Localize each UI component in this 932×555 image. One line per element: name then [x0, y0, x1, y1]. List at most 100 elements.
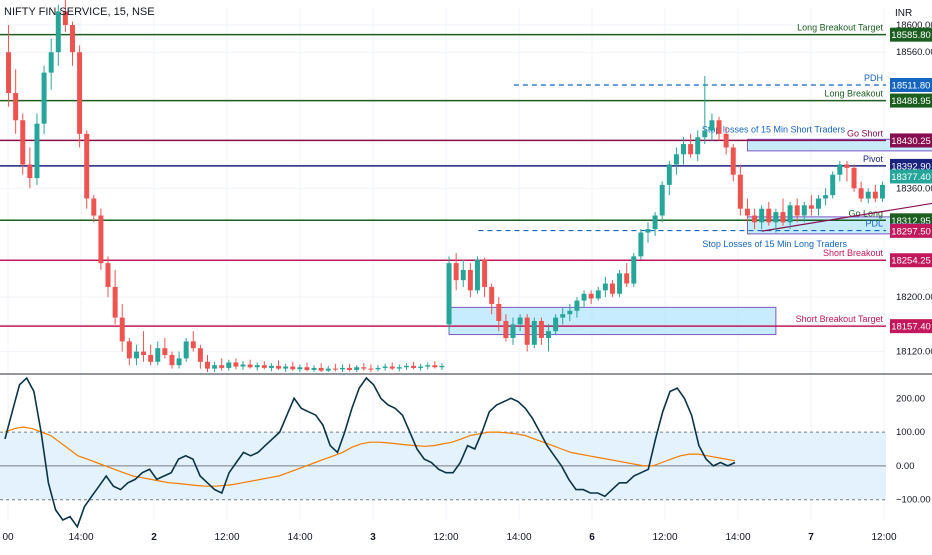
candle-body [261, 365, 267, 368]
y-tick-label: 18600.00 [896, 20, 932, 31]
candle-body [98, 215, 104, 264]
candle-body [389, 366, 395, 369]
candle-body [510, 324, 516, 338]
candle-body [439, 365, 445, 368]
candle-body [737, 174, 743, 209]
x-tick-label: 7 [808, 532, 814, 543]
candle-body [865, 191, 871, 199]
candle-body [538, 320, 544, 338]
candle-body [105, 263, 111, 287]
candle-body [673, 154, 679, 165]
level-label: Go Long [848, 208, 883, 218]
candle-body [126, 341, 132, 359]
cci-y-tick-label: 100.00 [896, 427, 925, 438]
candle-body [162, 348, 168, 355]
candle-body [823, 195, 829, 199]
candle-body [13, 93, 19, 121]
candle-body [730, 147, 736, 175]
price-tag-label: 18392.90 [891, 161, 931, 172]
candle-body [567, 310, 573, 315]
x-tick-label: 14:00 [287, 532, 312, 543]
candle-body [553, 317, 559, 332]
candle-body [482, 259, 488, 287]
candle-body [638, 232, 644, 257]
candle-body [801, 205, 807, 216]
trendline [761, 202, 932, 232]
candle-body [609, 283, 615, 294]
y-tick-label: 18360.00 [896, 183, 932, 194]
x-tick-label: 3 [370, 532, 376, 543]
candle-body [119, 317, 125, 342]
candle-body [524, 317, 530, 345]
x-tick-label: 14:00 [506, 532, 531, 543]
candle-body [133, 351, 139, 359]
cci-y-tick-label: −100.00 [896, 495, 931, 506]
candle-body [425, 365, 431, 367]
y-tick-label: 18120.00 [896, 347, 932, 358]
candle-body [183, 341, 189, 359]
y-tick-label: 18200.00 [896, 292, 932, 303]
candle-body [517, 317, 523, 325]
level-label: Short Breakout Target [796, 314, 884, 324]
candle-body [766, 208, 772, 223]
candle-body [396, 367, 402, 369]
candle-body [474, 259, 480, 291]
cci-ma-line [4, 426, 736, 487]
price-tag [890, 27, 932, 42]
level-label: Short Breakout [823, 248, 884, 258]
candle-body [155, 348, 161, 362]
candle-body [503, 320, 509, 338]
price-tag-label: 18312.95 [891, 216, 931, 227]
candle-body [617, 273, 623, 294]
candle-body [418, 366, 424, 368]
level-label: Long Breakout [824, 89, 883, 99]
candle-body [744, 208, 750, 216]
candle-body [247, 364, 253, 368]
x-tick-label: 12:00 [652, 532, 677, 543]
candle-body [375, 367, 381, 370]
price-tag-label: 18511.80 [892, 81, 931, 92]
candle-body [531, 320, 537, 345]
candle-body [283, 366, 289, 369]
candle-body [141, 351, 147, 355]
candle-body [496, 303, 502, 321]
candle-body [659, 184, 665, 216]
price-tag-label: 18585.80 [891, 30, 931, 41]
candle-body [844, 164, 850, 168]
candle-body [311, 367, 317, 370]
candle-body [695, 137, 701, 155]
candle-body [112, 286, 118, 318]
candle-body [70, 25, 75, 53]
candle-body [190, 341, 196, 349]
candle-body [773, 212, 779, 223]
candle-body [446, 263, 452, 325]
x-tick-label: 12:00 [871, 532, 896, 543]
price-tag-label: 18430.25 [891, 136, 931, 147]
candle-body [631, 256, 637, 284]
price-tag [890, 223, 932, 238]
candle-body [62, 11, 68, 26]
candle-body [34, 123, 40, 179]
currency-label: INR [895, 8, 913, 19]
candle-body [830, 174, 836, 196]
price-tag [890, 169, 932, 184]
candle-body [411, 365, 417, 368]
candle-body [759, 208, 765, 223]
level-label: Go Short [847, 128, 884, 138]
candle-body [403, 365, 409, 368]
candle-body [787, 205, 793, 223]
level-label: Long Breakout Target [797, 23, 883, 33]
candle-body [91, 198, 97, 216]
candle-body [347, 367, 353, 370]
candle-body [148, 354, 154, 362]
candle-body [304, 367, 310, 370]
candle-body [879, 184, 885, 199]
candle-body [226, 362, 232, 368]
candle-body [297, 367, 303, 370]
candle-body [588, 293, 594, 299]
candle-body [574, 300, 580, 311]
price-tag-label: 18254.25 [891, 256, 931, 267]
candle-body [361, 367, 367, 369]
